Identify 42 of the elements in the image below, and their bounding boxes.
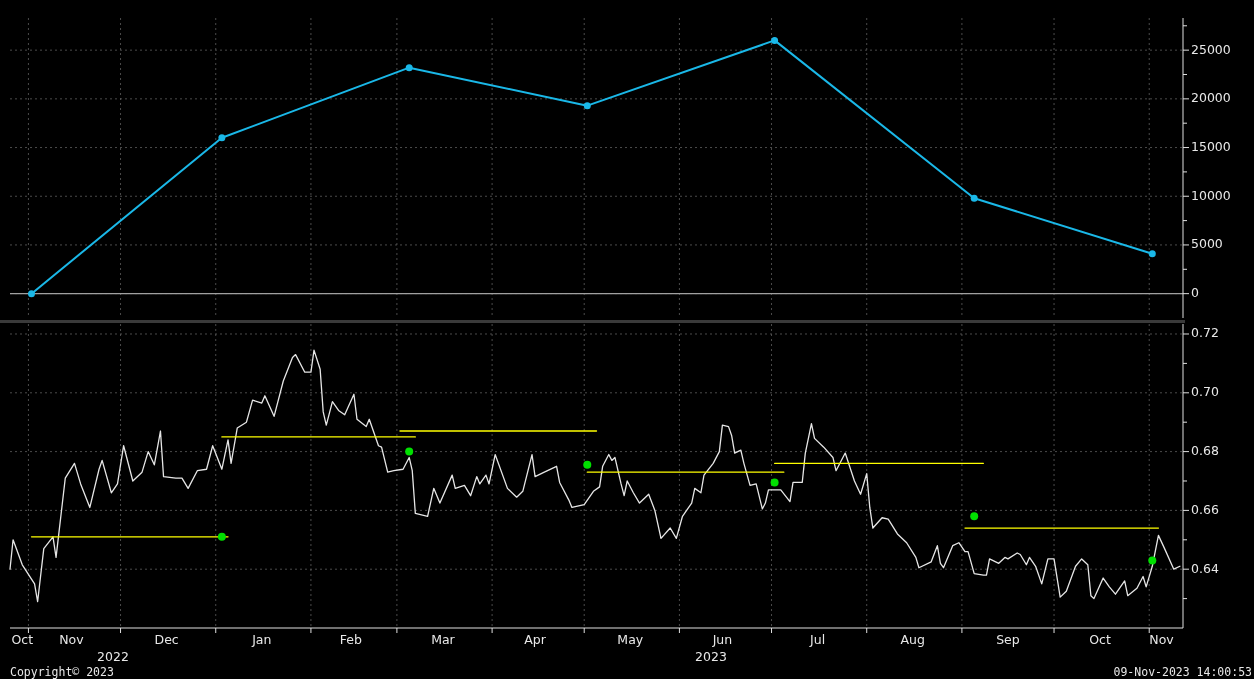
point [405, 64, 413, 72]
x-tick-label: Jan [251, 632, 272, 647]
point [771, 36, 779, 44]
y-tick-label: 20000 [1191, 90, 1231, 106]
text: 09-Nov-2023 14:00:53 [1113, 665, 1253, 679]
x-tick-label: Feb [339, 632, 362, 647]
y-tick-label: 0.70 [1191, 384, 1219, 400]
y-tick-label: 25000 [1191, 41, 1231, 57]
point [405, 447, 414, 456]
point [770, 478, 779, 487]
x-tick-label: Aug [900, 632, 925, 647]
y-tick-label: 0 [1191, 285, 1199, 301]
y-tick-label: 0.66 [1191, 501, 1219, 517]
point [583, 460, 592, 469]
point [970, 194, 978, 202]
point [1148, 250, 1156, 258]
x-tick-label: May [617, 632, 644, 647]
x-tick-label: Mar [431, 632, 456, 647]
point [218, 134, 226, 142]
x-tick-label: Jun [711, 632, 733, 647]
x-tick-label: Nov [59, 632, 85, 647]
x-tick-label: Oct [1089, 632, 1111, 647]
y-tick-label: 0.72 [1191, 325, 1219, 341]
point [27, 290, 35, 298]
x-tick-label: Jul [809, 632, 826, 647]
y-tick-label: 5000 [1191, 236, 1223, 252]
y-tick-label: 0.68 [1191, 443, 1219, 459]
x-tick-label: Nov [1149, 632, 1175, 647]
point [217, 532, 226, 541]
y-tick-label: 10000 [1191, 187, 1231, 203]
text: Copyright© 2023 [10, 665, 114, 679]
point [583, 102, 591, 110]
x-tick-label: Oct [11, 632, 34, 647]
text: 2023 [695, 649, 727, 664]
x-tick-label: Dec [154, 632, 179, 647]
point [1148, 556, 1157, 565]
point [970, 512, 979, 521]
y-tick-label: 15000 [1191, 139, 1231, 155]
y-tick-label: 0.64 [1191, 560, 1219, 576]
x-tick-label: Apr [524, 632, 547, 647]
text: 2022 [97, 649, 129, 664]
x-tick-label: Sep [996, 632, 1020, 647]
